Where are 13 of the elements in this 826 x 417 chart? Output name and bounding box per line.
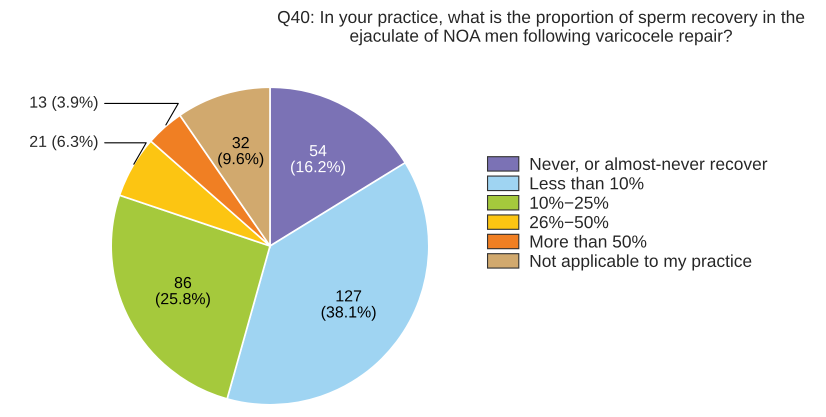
legend-label: Not applicable to my practice bbox=[530, 254, 752, 270]
data-label: 32 (9.6%) bbox=[218, 136, 264, 168]
legend-label: 10%−25% bbox=[530, 196, 608, 209]
data-label: 13 (3.9%) bbox=[30, 96, 98, 111]
data-label: 127 (38.1%) bbox=[322, 290, 376, 321]
chart-title: Q40: In your practice, what is the proportion of sperm recovery in the ejaculate of NOA men following varicocele repair? bbox=[278, 10, 804, 46]
legend-label: 26%−50% bbox=[530, 216, 608, 228]
legend-label: Never, or almost-never recover bbox=[530, 157, 768, 172]
legend-label: More than 50% bbox=[530, 234, 646, 248]
data-label: 86 (25.8%) bbox=[156, 276, 210, 308]
data-label: 21 (6.3%) bbox=[30, 135, 98, 150]
legend-label: Less than 10% bbox=[530, 176, 644, 190]
data-label: 54 (16.2%) bbox=[291, 145, 345, 176]
